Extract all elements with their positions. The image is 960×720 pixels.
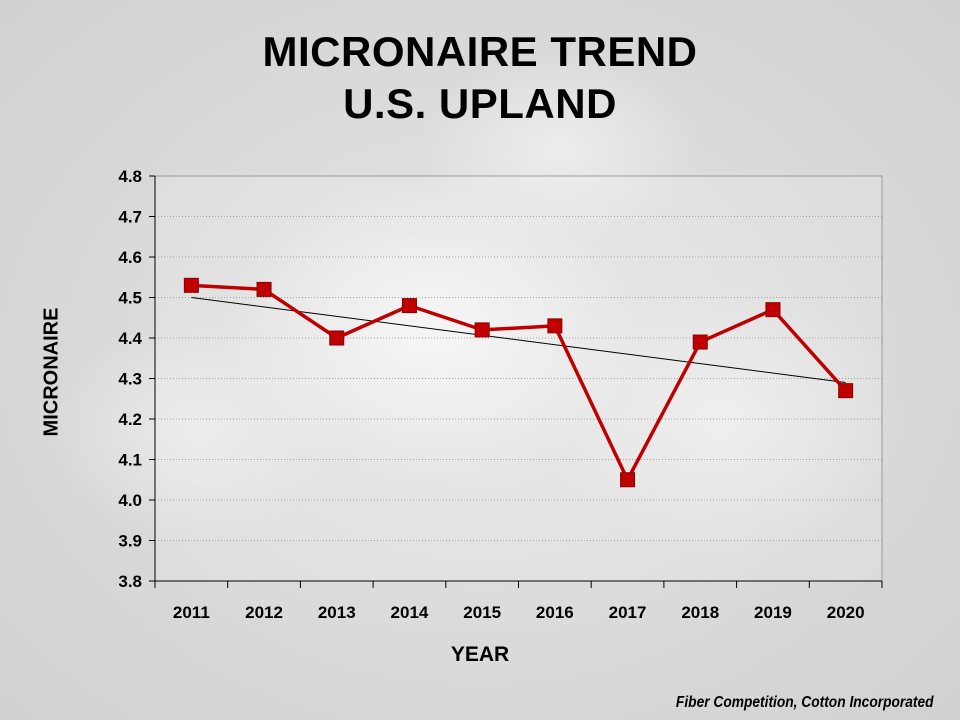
x-tick-label: 2011 — [173, 603, 210, 622]
x-tick-label: 2012 — [245, 603, 283, 622]
x-axis-title: YEAR — [450, 643, 510, 666]
data-point-marker — [692, 334, 708, 350]
data-point-marker — [183, 277, 199, 293]
data-point-marker — [765, 302, 781, 318]
chart-title-line-1: MICRONAIRE TREND — [262, 28, 698, 75]
gridlines — [155, 216, 882, 541]
x-tick-label: 2020 — [827, 603, 865, 622]
data-point-marker — [474, 322, 490, 338]
x-tick-label: 2017 — [609, 603, 647, 622]
y-tick-label: 4.6 — [118, 248, 142, 267]
y-tick-label: 3.9 — [118, 532, 142, 551]
x-tick-label: 2013 — [318, 603, 356, 622]
y-axis: 3.8 3.9 4.0 4.1 4.2 4.3 4.4 4.5 4.6 4.7 4.8 — [118, 167, 156, 591]
data-point-marker — [329, 330, 345, 346]
x-tick-label: 2015 — [463, 603, 501, 622]
x-tick-label: 2018 — [681, 603, 719, 622]
x-axis: 2011 2012 2013 2014 2015 2016 2017 2018 2019 2020 — [154, 580, 883, 622]
y-tick-label: 4.4 — [118, 329, 142, 348]
data-point-marker — [401, 298, 417, 314]
chart-title: MICRONAIRE TREND U.S. UPLAND — [0, 26, 960, 130]
chart-title-line-2: U.S. UPLAND — [343, 80, 617, 127]
y-tick-label: 4.7 — [118, 208, 142, 227]
y-tick-label: 4.1 — [118, 451, 142, 470]
x-tick-label: 2016 — [536, 603, 574, 622]
data-point-marker — [547, 318, 563, 334]
y-tick-label: 3.8 — [118, 572, 142, 591]
y-tick-label: 4.0 — [118, 491, 142, 510]
y-tick-label: 4.2 — [118, 410, 142, 429]
x-tick-label: 2019 — [754, 603, 792, 622]
series-line — [191, 283, 847, 482]
data-point-marker — [838, 383, 854, 399]
series-group — [183, 277, 854, 488]
source-credit: Fiber Competition, Cotton Incorporated — [676, 694, 934, 711]
y-tick-label: 4.8 — [118, 167, 142, 186]
x-tick-label: 2014 — [391, 603, 429, 622]
data-point-marker — [620, 472, 636, 488]
y-axis-title: MICRONAIRE — [40, 307, 63, 437]
y-tick-label: 4.5 — [118, 289, 142, 308]
data-point-marker — [256, 281, 272, 297]
y-tick-label: 4.3 — [118, 370, 142, 389]
